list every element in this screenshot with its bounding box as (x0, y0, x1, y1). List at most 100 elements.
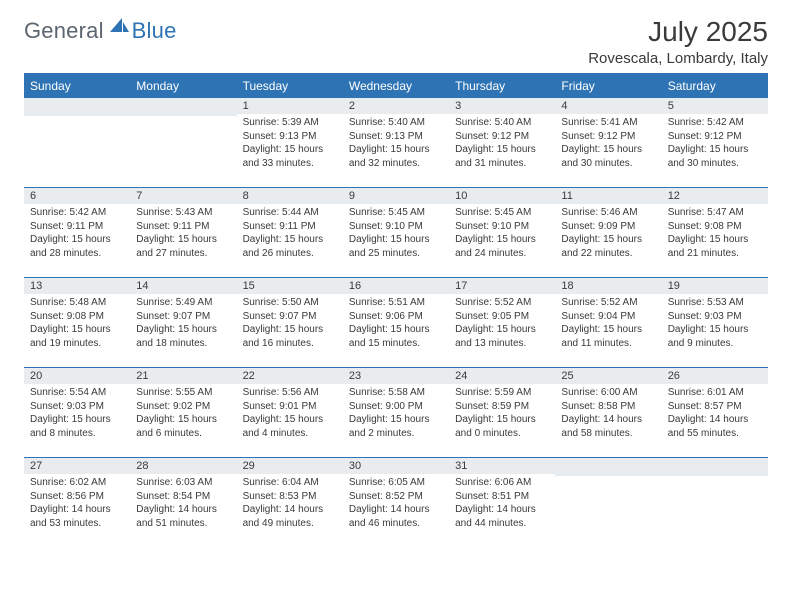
sunset-line: Sunset: 9:13 PM (349, 130, 443, 144)
sunset-line: Sunset: 9:11 PM (136, 220, 230, 234)
sunset-line: Sunset: 9:10 PM (349, 220, 443, 234)
calendar-cell (662, 457, 768, 547)
daylight-line: Daylight: 15 hours and 2 minutes. (349, 413, 443, 440)
sunset-line: Sunset: 8:56 PM (30, 490, 124, 504)
sunrise-line: Sunrise: 5:45 AM (349, 206, 443, 220)
brand-part2: Blue (132, 18, 177, 44)
daylight-line: Daylight: 15 hours and 15 minutes. (349, 323, 443, 350)
sunrise-line: Sunrise: 5:53 AM (668, 296, 762, 310)
daynum-bar: 29 (237, 457, 343, 474)
daynum-bar: 17 (449, 277, 555, 294)
day-details: Sunrise: 5:39 AMSunset: 9:13 PMDaylight:… (237, 114, 343, 174)
sunset-line: Sunset: 8:57 PM (668, 400, 762, 414)
daynum-bar: 6 (24, 187, 130, 204)
sunrise-line: Sunrise: 6:06 AM (455, 476, 549, 490)
sunset-line: Sunset: 8:51 PM (455, 490, 549, 504)
weekday-header: Saturday (662, 74, 768, 97)
day-details: Sunrise: 6:05 AMSunset: 8:52 PMDaylight:… (343, 474, 449, 534)
daynum-bar: 1 (237, 97, 343, 114)
daylight-line: Daylight: 15 hours and 24 minutes. (455, 233, 549, 260)
calendar-cell: 1Sunrise: 5:39 AMSunset: 9:13 PMDaylight… (237, 97, 343, 187)
daylight-line: Daylight: 14 hours and 46 minutes. (349, 503, 443, 530)
calendar-table: SundayMondayTuesdayWednesdayThursdayFrid… (24, 73, 768, 547)
calendar-cell: 20Sunrise: 5:54 AMSunset: 9:03 PMDayligh… (24, 367, 130, 457)
daylight-line: Daylight: 15 hours and 4 minutes. (243, 413, 337, 440)
calendar-cell: 23Sunrise: 5:58 AMSunset: 9:00 PMDayligh… (343, 367, 449, 457)
daynum-bar: 2 (343, 97, 449, 114)
sunset-line: Sunset: 9:06 PM (349, 310, 443, 324)
calendar-cell: 11Sunrise: 5:46 AMSunset: 9:09 PMDayligh… (555, 187, 661, 277)
sunrise-line: Sunrise: 6:01 AM (668, 386, 762, 400)
daylight-line: Daylight: 15 hours and 16 minutes. (243, 323, 337, 350)
sunrise-line: Sunrise: 5:55 AM (136, 386, 230, 400)
daylight-line: Daylight: 14 hours and 55 minutes. (668, 413, 762, 440)
sunrise-line: Sunrise: 5:40 AM (455, 116, 549, 130)
day-details: Sunrise: 5:45 AMSunset: 9:10 PMDaylight:… (343, 204, 449, 264)
daynum-bar: 31 (449, 457, 555, 474)
daynum-bar: 16 (343, 277, 449, 294)
daylight-line: Daylight: 15 hours and 30 minutes. (668, 143, 762, 170)
calendar-cell: 28Sunrise: 6:03 AMSunset: 8:54 PMDayligh… (130, 457, 236, 547)
day-details: Sunrise: 5:40 AMSunset: 9:12 PMDaylight:… (449, 114, 555, 174)
sunset-line: Sunset: 9:07 PM (136, 310, 230, 324)
calendar-cell (555, 457, 661, 547)
sunset-line: Sunset: 9:11 PM (30, 220, 124, 234)
daylight-line: Daylight: 15 hours and 26 minutes. (243, 233, 337, 260)
sunset-line: Sunset: 9:01 PM (243, 400, 337, 414)
calendar-cell: 5Sunrise: 5:42 AMSunset: 9:12 PMDaylight… (662, 97, 768, 187)
sunrise-line: Sunrise: 5:52 AM (561, 296, 655, 310)
sunrise-line: Sunrise: 5:58 AM (349, 386, 443, 400)
calendar-cell: 22Sunrise: 5:56 AMSunset: 9:01 PMDayligh… (237, 367, 343, 457)
sunset-line: Sunset: 9:00 PM (349, 400, 443, 414)
sunset-line: Sunset: 9:12 PM (455, 130, 549, 144)
day-details: Sunrise: 5:47 AMSunset: 9:08 PMDaylight:… (662, 204, 768, 264)
day-details: Sunrise: 5:51 AMSunset: 9:06 PMDaylight:… (343, 294, 449, 354)
sunrise-line: Sunrise: 6:00 AM (561, 386, 655, 400)
weekday-header: Friday (555, 74, 661, 97)
calendar-cell: 2Sunrise: 5:40 AMSunset: 9:13 PMDaylight… (343, 97, 449, 187)
calendar-cell: 17Sunrise: 5:52 AMSunset: 9:05 PMDayligh… (449, 277, 555, 367)
daynum-bar-empty (130, 97, 236, 116)
daylight-line: Daylight: 15 hours and 8 minutes. (30, 413, 124, 440)
day-details: Sunrise: 6:06 AMSunset: 8:51 PMDaylight:… (449, 474, 555, 534)
day-details: Sunrise: 5:49 AMSunset: 9:07 PMDaylight:… (130, 294, 236, 354)
day-details: Sunrise: 5:46 AMSunset: 9:09 PMDaylight:… (555, 204, 661, 264)
daylight-line: Daylight: 15 hours and 22 minutes. (561, 233, 655, 260)
sunset-line: Sunset: 9:09 PM (561, 220, 655, 234)
sunset-line: Sunset: 9:12 PM (668, 130, 762, 144)
sunrise-line: Sunrise: 5:48 AM (30, 296, 124, 310)
daynum-bar: 14 (130, 277, 236, 294)
calendar-cell: 12Sunrise: 5:47 AMSunset: 9:08 PMDayligh… (662, 187, 768, 277)
sunrise-line: Sunrise: 5:44 AM (243, 206, 337, 220)
daynum-bar: 12 (662, 187, 768, 204)
sunset-line: Sunset: 9:12 PM (561, 130, 655, 144)
day-details: Sunrise: 6:00 AMSunset: 8:58 PMDaylight:… (555, 384, 661, 444)
sunrise-line: Sunrise: 5:39 AM (243, 116, 337, 130)
weekday-header: Tuesday (237, 74, 343, 97)
daylight-line: Daylight: 15 hours and 11 minutes. (561, 323, 655, 350)
day-details: Sunrise: 5:43 AMSunset: 9:11 PMDaylight:… (130, 204, 236, 264)
daynum-bar: 5 (662, 97, 768, 114)
daynum-bar: 27 (24, 457, 130, 474)
daylight-line: Daylight: 15 hours and 27 minutes. (136, 233, 230, 260)
sunset-line: Sunset: 9:10 PM (455, 220, 549, 234)
daylight-line: Daylight: 14 hours and 51 minutes. (136, 503, 230, 530)
sunrise-line: Sunrise: 5:59 AM (455, 386, 549, 400)
daylight-line: Daylight: 15 hours and 0 minutes. (455, 413, 549, 440)
calendar-head: SundayMondayTuesdayWednesdayThursdayFrid… (24, 74, 768, 97)
sunset-line: Sunset: 9:02 PM (136, 400, 230, 414)
day-details: Sunrise: 5:54 AMSunset: 9:03 PMDaylight:… (24, 384, 130, 444)
sunset-line: Sunset: 9:08 PM (30, 310, 124, 324)
daynum-bar: 8 (237, 187, 343, 204)
daylight-line: Daylight: 14 hours and 44 minutes. (455, 503, 549, 530)
day-details: Sunrise: 5:44 AMSunset: 9:11 PMDaylight:… (237, 204, 343, 264)
sunset-line: Sunset: 8:58 PM (561, 400, 655, 414)
daynum-bar: 19 (662, 277, 768, 294)
daynum-bar: 21 (130, 367, 236, 384)
calendar-cell: 25Sunrise: 6:00 AMSunset: 8:58 PMDayligh… (555, 367, 661, 457)
daylight-line: Daylight: 14 hours and 58 minutes. (561, 413, 655, 440)
calendar-cell: 7Sunrise: 5:43 AMSunset: 9:11 PMDaylight… (130, 187, 236, 277)
sunset-line: Sunset: 8:52 PM (349, 490, 443, 504)
sunset-line: Sunset: 9:05 PM (455, 310, 549, 324)
sunrise-line: Sunrise: 6:02 AM (30, 476, 124, 490)
